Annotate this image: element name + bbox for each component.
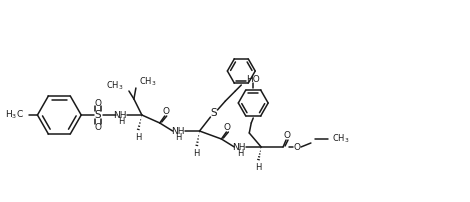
- Text: NH: NH: [233, 142, 246, 152]
- Text: H: H: [193, 148, 200, 158]
- Text: CH$_3$: CH$_3$: [106, 80, 124, 92]
- Text: H: H: [118, 118, 124, 126]
- Text: NH: NH: [113, 110, 127, 120]
- Text: H: H: [255, 163, 261, 173]
- Text: H: H: [175, 134, 182, 142]
- Text: O: O: [162, 106, 169, 116]
- Text: HO: HO: [246, 75, 260, 83]
- Text: S: S: [95, 110, 102, 120]
- Text: O: O: [94, 99, 102, 107]
- Text: CH$_3$: CH$_3$: [139, 76, 157, 88]
- Text: CH$_3$: CH$_3$: [332, 133, 350, 145]
- Text: S: S: [210, 108, 217, 118]
- Text: O: O: [224, 122, 231, 132]
- Text: H$_3$C: H$_3$C: [5, 109, 24, 121]
- Text: NH: NH: [171, 126, 184, 136]
- Text: O: O: [293, 142, 300, 152]
- Text: O: O: [283, 130, 290, 140]
- Text: H: H: [237, 149, 243, 159]
- Text: O: O: [94, 122, 102, 132]
- Text: H: H: [135, 133, 141, 141]
